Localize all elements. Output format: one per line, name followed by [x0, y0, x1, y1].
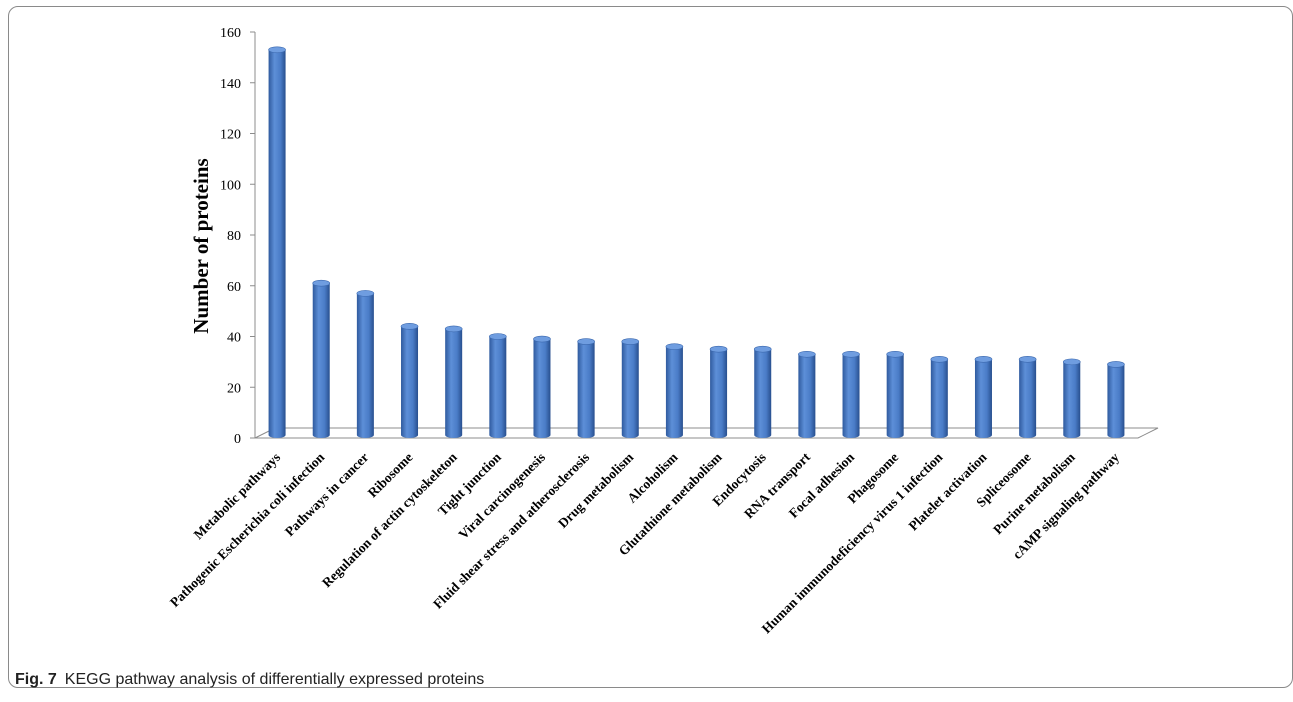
- bar-top: [577, 338, 595, 345]
- bar-top: [930, 356, 949, 363]
- bar: [312, 279, 331, 438]
- bar-top: [489, 333, 507, 340]
- chart-bars: [268, 46, 1125, 438]
- bar-body: [356, 293, 374, 438]
- y-tick-label: 60: [227, 280, 241, 295]
- bar: [974, 356, 993, 438]
- bar-body: [312, 283, 330, 438]
- bar-top: [312, 279, 331, 287]
- bar-chart: 0 20 40 60 80 100 120 140 160 Metabolic pathways…: [167, 26, 1159, 636]
- bar-top: [842, 350, 860, 358]
- bar: [268, 46, 286, 438]
- bar: [842, 350, 860, 438]
- y-tick-label: 140: [220, 77, 241, 92]
- y-tick-label: 20: [227, 381, 241, 396]
- bar: [886, 350, 904, 438]
- bar: [533, 335, 551, 438]
- x-category-label: Purine metabolism: [990, 449, 1078, 537]
- bar-body: [577, 341, 595, 438]
- bar: [1062, 358, 1081, 438]
- y-tick-label: 160: [220, 26, 241, 41]
- bar: [356, 290, 375, 438]
- figure-caption-text: KEGG pathway analysis of differentially …: [64, 671, 485, 688]
- bar: [577, 338, 595, 438]
- bar: [709, 345, 728, 438]
- bar: [489, 333, 507, 438]
- y-tick-label: 100: [220, 178, 241, 193]
- x-category-label: Pathogenic Escherichia coli infection: [167, 449, 328, 610]
- bar-top: [1062, 358, 1081, 366]
- bar: [444, 325, 463, 438]
- y-axis-title: Number of proteins: [189, 158, 213, 333]
- figure-number: Fig. 7: [15, 671, 57, 688]
- bar-body: [489, 336, 507, 438]
- bar-body: [445, 328, 463, 438]
- bar-body: [621, 341, 639, 438]
- bar-top: [886, 350, 904, 358]
- bar-top: [709, 345, 728, 353]
- bar: [753, 345, 772, 438]
- bar-body: [665, 346, 683, 438]
- bar-top: [356, 290, 375, 297]
- bar-top: [621, 338, 640, 345]
- x-category-label: Drug metabolism: [555, 449, 637, 531]
- bar-top: [400, 323, 419, 330]
- bar-top: [798, 350, 816, 358]
- bar-top: [444, 325, 463, 333]
- bar-body: [754, 349, 772, 438]
- bar-top: [1018, 356, 1037, 363]
- x-category-label: Pathways in cancer: [282, 450, 372, 540]
- bar-body: [930, 359, 948, 438]
- x-category-label: Fluid shear stress and atherosclerosis: [430, 450, 592, 612]
- bar: [798, 350, 816, 438]
- y-tick-label: 0: [234, 432, 241, 447]
- chart-axes: 0 20 40 60 80 100 120 140 160: [220, 26, 1159, 447]
- bar: [930, 356, 949, 438]
- bar-body: [533, 339, 551, 438]
- bar-body: [798, 354, 816, 438]
- bar-body: [1019, 359, 1037, 438]
- bar-top: [1107, 361, 1125, 368]
- y-tick-label: 40: [227, 331, 241, 346]
- bar-body: [1063, 361, 1081, 438]
- figure-frame: [8, 6, 1293, 688]
- bar-body: [842, 354, 860, 438]
- figure-caption: Fig. 7 KEGG pathway analysis of different…: [15, 671, 484, 689]
- x-category-label: Platelet activation: [906, 449, 990, 533]
- y-tick-label: 80: [227, 229, 241, 244]
- bar-body: [974, 359, 992, 438]
- bar-body: [1107, 364, 1125, 438]
- chart-floor: [254, 427, 1159, 439]
- bar: [1107, 361, 1125, 438]
- bar-body: [401, 326, 419, 438]
- bar: [1018, 356, 1037, 438]
- bar: [400, 323, 419, 438]
- bar-top: [665, 343, 684, 350]
- bar-body: [268, 49, 286, 438]
- bar: [621, 338, 640, 438]
- bar-top: [533, 335, 551, 343]
- bar-top: [268, 46, 286, 54]
- bar-top: [974, 356, 993, 363]
- y-tick-label: 120: [220, 128, 241, 143]
- bar: [665, 343, 684, 438]
- bar-body: [886, 354, 904, 438]
- bar-top: [753, 345, 772, 353]
- bar-body: [710, 349, 728, 438]
